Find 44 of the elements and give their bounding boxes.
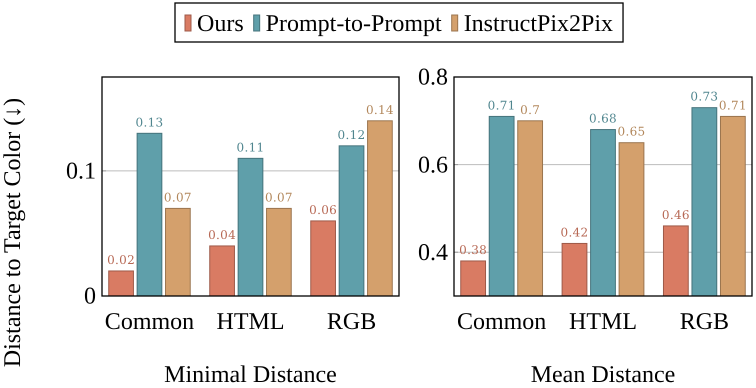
data-label: 0.07 [264, 190, 293, 204]
x-axis-title: Minimal Distance [164, 362, 337, 388]
data-label: 0.13 [136, 115, 164, 130]
x-tick-label: RGB [326, 309, 376, 336]
x-tick-label: HTML [569, 309, 637, 336]
legend-label: InstructPix2Pix [464, 11, 614, 37]
bar [165, 208, 191, 296]
data-label: 0.68 [589, 112, 617, 126]
data-label: 0.65 [618, 124, 646, 139]
x-axis-title: Mean Distance [530, 362, 676, 388]
y-tick-label: 0 [84, 284, 96, 310]
bar [136, 132, 162, 296]
bar [266, 208, 292, 296]
data-label: 0.42 [560, 225, 588, 240]
bar [310, 220, 336, 296]
bar [238, 158, 264, 296]
y-tick-label: 0.4 [418, 240, 448, 266]
y-tick-label: 0.1 [66, 158, 96, 185]
data-label: 0.04 [208, 228, 236, 242]
bar [209, 245, 235, 296]
data-label: 0.06 [309, 202, 338, 217]
y-tick-label: 0.8 [418, 64, 448, 91]
y-axis-title: Distance to Target Color (↓) [0, 98, 26, 368]
bar [108, 270, 134, 296]
bar [338, 145, 364, 296]
legend-label: Ours [197, 11, 244, 37]
data-label: 0.12 [338, 128, 366, 142]
data-label: 0.71 [718, 98, 747, 112]
data-label: 0.14 [366, 102, 394, 117]
x-tick-label: Common [456, 309, 546, 336]
data-label: 0.07 [164, 190, 192, 204]
data-label: 0.02 [107, 252, 136, 267]
data-label: 0.71 [488, 98, 516, 112]
data-label: 0.73 [690, 90, 718, 104]
x-tick-label: RGB [680, 309, 730, 336]
y-tick-label: 0.6 [418, 152, 448, 178]
data-label: 0.11 [236, 140, 264, 154]
x-tick-label: HTML [216, 309, 284, 336]
data-label: 0.38 [459, 242, 488, 257]
bar [367, 120, 393, 296]
data-label: 0.46 [662, 208, 690, 222]
x-tick-label: Common [104, 309, 194, 336]
data-label: 0.7 [520, 102, 540, 117]
legend-label: Prompt-to-Prompt [266, 11, 442, 37]
